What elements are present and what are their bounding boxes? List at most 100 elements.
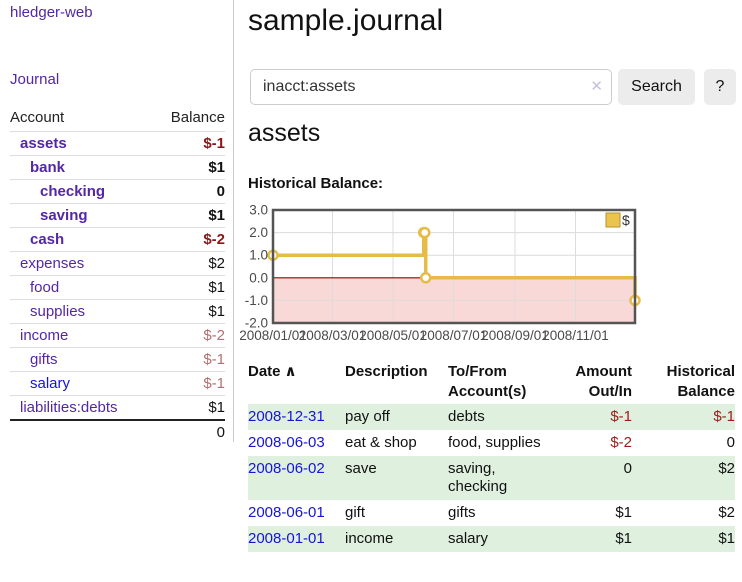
sidebar-divider — [233, 0, 234, 442]
accounts-total-row: 0 — [10, 419, 225, 444]
y-axis-tick-label: 1.0 — [249, 248, 268, 263]
y-axis-tick-label: -2.0 — [245, 316, 268, 331]
search-button[interactable]: Search — [618, 69, 695, 105]
accounts-column-header: To/From Account(s) — [448, 363, 527, 400]
register-historical-balance: $-1 — [642, 404, 735, 430]
chart-canvas: $3.0 2.0 1.0 0.0 -1.0 -2.02008/01/012008/03/0… — [239, 203, 641, 343]
x-axis-tick-label: 2008/09/01 — [481, 328, 549, 343]
register-accounts: gifts — [448, 504, 476, 521]
sidebar-account-link-income[interactable]: income — [20, 327, 69, 344]
clear-search-icon[interactable]: ✕ — [590, 78, 603, 95]
account-balance: $2 — [208, 255, 225, 272]
sidebar-account-row: salary $-1 — [10, 371, 225, 395]
legend-label: $ — [622, 212, 630, 228]
plot-border — [271, 208, 637, 325]
register-amount: $-1 — [555, 404, 642, 430]
sidebar-account-row: expenses $2 — [10, 251, 225, 275]
x-axis-tick-label: 2008/03/01 — [299, 328, 367, 343]
sidebar-account-row: gifts $-1 — [10, 347, 225, 371]
sidebar-account-row: assets $-1 — [10, 131, 225, 155]
x-axis-tick-label: 2008/11/01 — [542, 328, 609, 343]
sidebar-account-link-saving[interactable]: saving — [40, 207, 88, 224]
sidebar-account-row: saving $1 — [10, 203, 225, 227]
help-button[interactable]: ? — [704, 69, 736, 105]
sidebar-account-link-cash[interactable]: cash — [30, 231, 65, 248]
register-amount: $1 — [555, 526, 642, 552]
page-title: sample.journal — [248, 4, 444, 37]
date-column-header[interactable]: Date ∧ — [248, 363, 297, 380]
sidebar-account-row: income $-2 — [10, 323, 225, 347]
register-row: 2008-06-02 save saving, checking 0 $2 — [248, 456, 735, 500]
sidebar-account-row: liabilities:debts $1 — [10, 395, 225, 419]
sort-ascending-icon: ∧ — [284, 363, 297, 380]
account-page-title: assets — [248, 119, 321, 147]
sidebar-account-row: supplies $1 — [10, 299, 225, 323]
x-axis-tick-label: 2008/01/01 — [240, 328, 307, 343]
register-date-link[interactable]: 2008-01-01 — [248, 530, 325, 547]
account-balance: $1 — [208, 207, 225, 224]
sidebar-account-link-liabilities-debts[interactable]: liabilities:debts — [20, 399, 118, 416]
register-date-link[interactable]: 2008-06-02 — [248, 460, 325, 477]
accounts-table-header: Account Balance — [10, 105, 225, 131]
search-input[interactable] — [250, 69, 612, 105]
account-balance: $1 — [208, 159, 225, 176]
sidebar-item-journal[interactable]: Journal — [10, 71, 60, 88]
register-amount: 0 — [555, 456, 642, 500]
x-axis-tick-label: 2008/07/01 — [420, 328, 488, 343]
register-description: eat & shop — [345, 434, 417, 451]
register-date-link[interactable]: 2008-06-01 — [248, 504, 325, 521]
x-axis-tick-label: 2008/05/01 — [359, 328, 427, 343]
app-title-link[interactable]: hledger-web — [10, 4, 93, 21]
sidebar-account-link-supplies[interactable]: supplies — [30, 303, 86, 320]
sidebar-account-link-expenses[interactable]: expenses — [20, 255, 85, 272]
search-box: ✕ — [250, 69, 612, 105]
register-description: gift — [345, 504, 366, 521]
sidebar-account-link-assets[interactable]: assets — [20, 135, 67, 152]
register-row: 2008-01-01 income salary $1 $1 — [248, 526, 735, 552]
data-point-marker — [419, 272, 432, 284]
register-accounts: salary — [448, 526, 555, 552]
register-accounts: saving, checking — [448, 456, 555, 500]
sidebar-account-row: food $1 — [10, 275, 225, 299]
historical-balance-chart: $3.0 2.0 1.0 0.0 -1.0 -2.0 2008/01/01 2008/03/0… — [239, 200, 742, 344]
register-header-row: Date ∧ Description To/From Account(s) Amou… — [248, 360, 735, 404]
accounts-balance-table: Account Balance assets $-1 bank $1 checking 0… — [10, 105, 225, 444]
accounts-total-value: 0 — [216, 424, 225, 441]
sidebar-account-link-gifts[interactable]: gifts — [30, 351, 58, 368]
register-historical-balance: $2 — [718, 504, 735, 521]
balance-column-header: Balance — [170, 109, 225, 126]
account-balance: $1 — [208, 303, 225, 320]
sidebar-account-link-bank[interactable]: bank — [30, 159, 66, 176]
register-accounts: debts — [448, 404, 555, 430]
sidebar-account-row: cash $-2 — [10, 227, 225, 251]
sidebar-account-row: checking 0 — [10, 179, 225, 203]
account-balance: $-1 — [203, 351, 225, 368]
legend-swatch — [605, 212, 621, 228]
account-balance: $-1 — [203, 135, 225, 152]
y-axis-tick-label: 0.0 — [249, 270, 268, 285]
register-amount: $-2 — [610, 434, 632, 451]
register-historical-balance: 0 — [726, 434, 735, 451]
sidebar-account-row: bank $1 — [10, 155, 225, 179]
data-point-marker — [418, 226, 431, 239]
register-table: Date ∧ Description To/From Account(s) Amou… — [248, 360, 735, 552]
register-description: save — [345, 456, 448, 500]
y-axis-tick-label: 2.0 — [249, 225, 268, 240]
register-date-link[interactable]: 2008-06-03 — [248, 434, 325, 451]
y-axis-tick-label: -1.0 — [245, 293, 268, 308]
register-description: income — [345, 526, 448, 552]
register-row: 2008-06-03 eat & shop food, supplies $-2 0 — [248, 430, 735, 456]
description-column-header: Description — [345, 363, 428, 380]
register-row: 2008-06-01 gift gifts $1 $2 — [248, 500, 735, 526]
sidebar-account-link-food[interactable]: food — [30, 279, 60, 296]
register-accounts: food, supplies — [448, 434, 541, 451]
register-date-link[interactable]: 2008-12-31 — [248, 408, 325, 425]
register-historical-balance: $2 — [642, 456, 735, 500]
account-balance: $-2 — [203, 327, 225, 344]
sidebar-account-link-salary[interactable]: salary — [30, 375, 71, 392]
account-balance: $1 — [208, 279, 225, 296]
register-row: 2008-12-31 pay off debts $-1 $-1 — [248, 404, 735, 430]
chart-title: Historical Balance: — [248, 175, 384, 192]
sidebar-account-link-checking[interactable]: checking — [40, 183, 106, 200]
